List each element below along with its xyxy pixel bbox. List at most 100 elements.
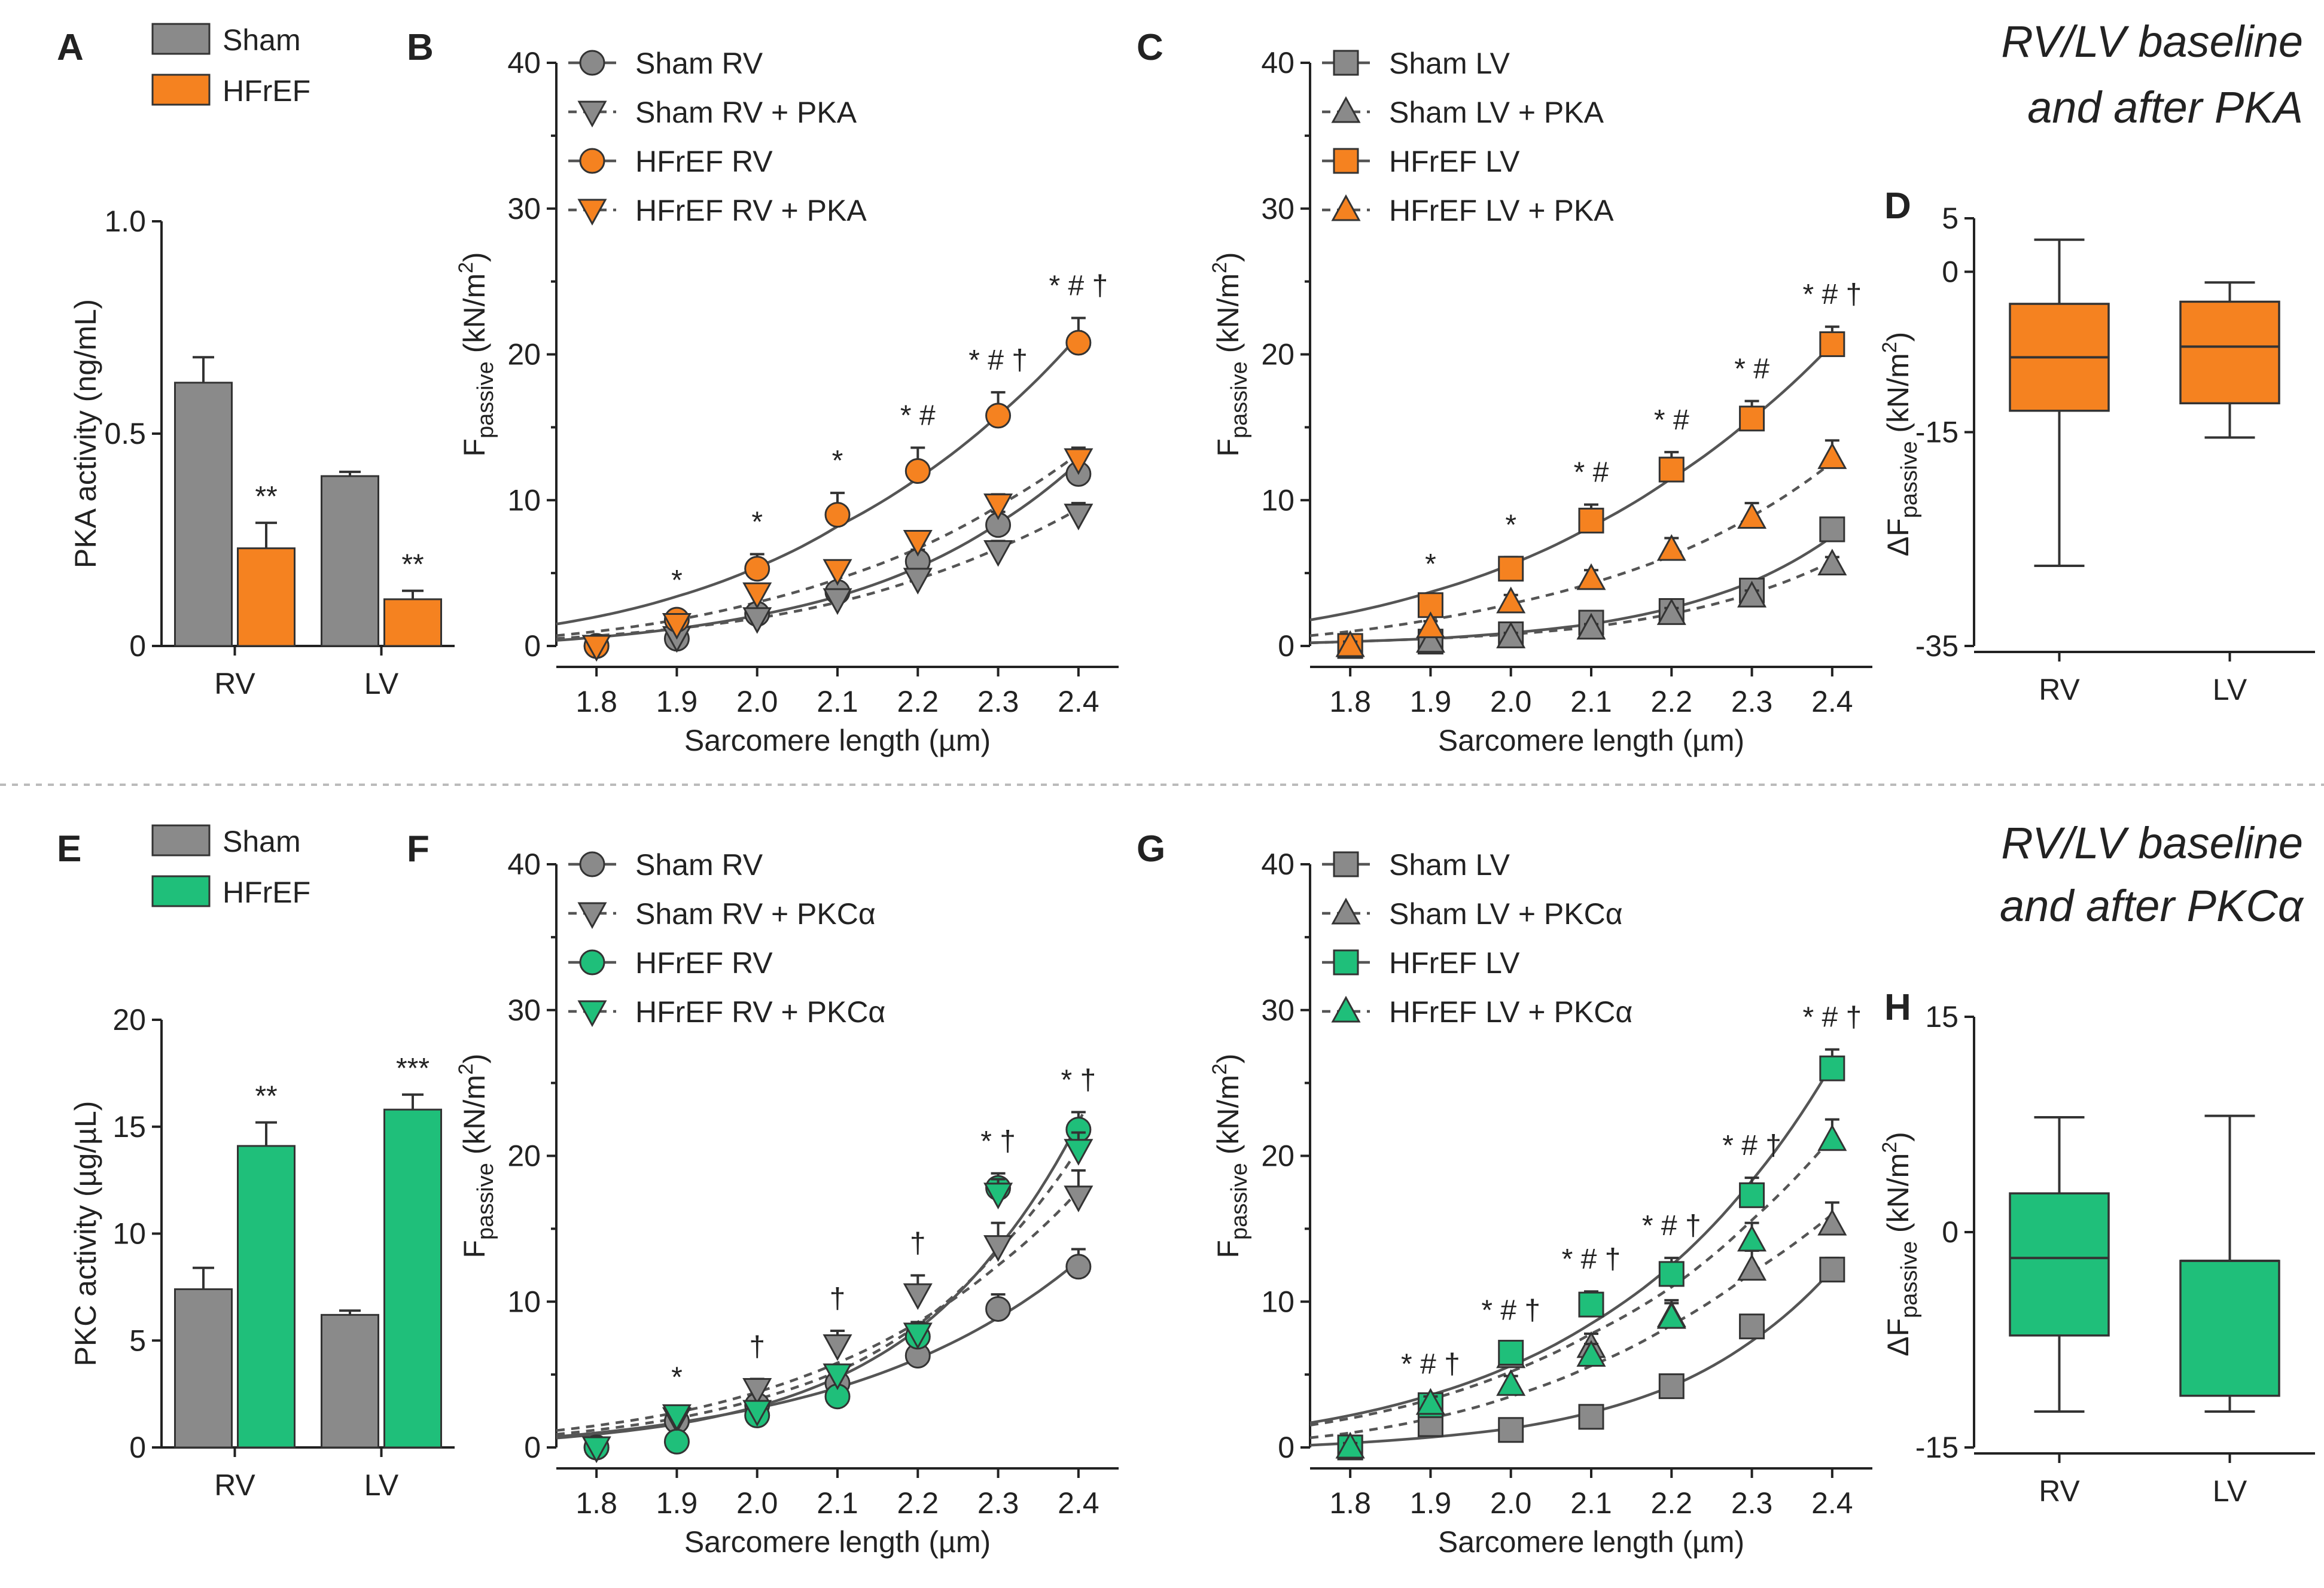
point-HFrEF LV + PKCα-2.1 <box>1576 1340 1606 1367</box>
legend-label-Sham RV + PKA: Sham RV + PKA <box>635 96 857 129</box>
y-axis-label-part: ΔF <box>1881 518 1915 556</box>
panel-label-B: B <box>407 27 434 68</box>
y-axis-label-text: Fpassive (kN/m2) <box>455 1053 498 1258</box>
x-tick-label: 2.4 <box>1058 685 1099 718</box>
legend-marker-HFrEF RV + PKA <box>577 199 607 226</box>
point-HFrEF LV + PKCα-1.9 <box>1415 1388 1445 1415</box>
x-tick-label-LV: LV <box>2213 673 2247 706</box>
point-HFrEF LV + PKA-2.3 <box>1737 502 1767 529</box>
legend-label-HFrEF: HFrEF <box>223 876 310 909</box>
significance-mark: * # <box>1654 404 1689 436</box>
point-Sham LV-2.4 <box>1819 1257 1845 1283</box>
point-HFrEF RV-2 <box>744 556 770 582</box>
x-tick-label: 2.3 <box>1731 1486 1773 1520</box>
legend-label-Sham LV: Sham LV <box>1389 848 1510 882</box>
x-tick-label: 2.4 <box>1811 1486 1853 1520</box>
x-tick-label-RV: RV <box>2039 673 2080 706</box>
point-HFrEF RV + PKA-2.4 <box>1064 448 1094 476</box>
significance-mark: * † <box>1061 1064 1096 1096</box>
legend-marker-HFrEF LV <box>1333 148 1359 174</box>
x-tick-label-LV: LV <box>2213 1474 2247 1508</box>
significance-mark: * # † <box>1049 270 1108 302</box>
x-tick-label-RV: RV <box>214 1468 255 1502</box>
y-tick-label: 0 <box>524 629 541 663</box>
x-tick-label: 2.3 <box>1731 685 1773 718</box>
y-axis-label-part: (kN/m <box>1881 353 1915 441</box>
point-HFrEF RV + PKA-1.9 <box>662 612 692 640</box>
legend-label-HFrEF LV + PKCα: HFrEF LV + PKCα <box>1389 995 1632 1029</box>
point-HFrEF RV-2.1 <box>824 502 851 528</box>
significance-label: ** <box>255 481 277 513</box>
significance-label: *** <box>396 1053 430 1084</box>
y-axis-label-part: ) <box>1211 1053 1245 1063</box>
point-HFrEF RV + PKCα-2.4 <box>1064 1139 1094 1166</box>
significance-mark: * # † <box>1481 1295 1540 1327</box>
y-axis-label-part: ) <box>1211 252 1245 262</box>
panel-B: B 0 10 20 30 40 1.8 1.9 2.0 2.1 2.2 2.3 2.4 Sarcomere… <box>407 27 1119 757</box>
point-HFrEF LV-2 <box>1498 1340 1524 1366</box>
point-HFrEF RV-2.4 <box>1065 330 1092 356</box>
x-tick-label: 2.1 <box>817 685 858 718</box>
y-tick-label: 10 <box>1261 1285 1295 1318</box>
y-axis-label-part: ) <box>458 1053 491 1063</box>
point-HFrEF LV + PKCα-2.2 <box>1656 1302 1686 1329</box>
y-axis-label: Fpassive (kN/m2) <box>455 252 498 456</box>
x-tick-label: 1.8 <box>575 1486 617 1520</box>
legend-label-HFrEF: HFrEF <box>223 74 310 108</box>
point-Sham RV + PKCα-2.2 <box>903 1283 933 1310</box>
panel-label-A: A <box>57 27 84 68</box>
legend-label-Sham RV: Sham RV <box>635 47 763 80</box>
point-HFrEF LV + PKCα-1.8 <box>1335 1431 1365 1459</box>
y-axis-label-part: (kN/m <box>1211 1075 1245 1163</box>
point-Sham RV + PKCα-2.1 <box>823 1334 852 1361</box>
x-tick-label: 2.2 <box>1651 1486 1693 1520</box>
legend-swatch-HFrEF <box>151 875 211 907</box>
panel-label-H: H <box>1884 987 1911 1028</box>
legend-marker-Sham LV + PKA <box>1331 96 1361 123</box>
legend-label-HFrEF LV: HFrEF LV <box>1389 145 1520 178</box>
point-Sham LV + PKA-2.4 <box>1817 548 1847 575</box>
x-tick-label: 1.9 <box>656 685 698 718</box>
x-tick-label: 1.8 <box>1329 1486 1371 1520</box>
x-tick-label-LV: LV <box>364 667 399 700</box>
y-tick-label: -35 <box>1915 629 1959 663</box>
point-Sham LV + PKA-2 <box>1496 621 1526 648</box>
significance-mark: * <box>671 1362 683 1394</box>
point-HFrEF RV + PKCα-1.8 <box>581 1436 611 1464</box>
y-tick-label: 30 <box>507 993 541 1027</box>
point-Sham LV-2 <box>1498 1417 1524 1443</box>
point-HFrEF LV + PKCα-2.3 <box>1737 1224 1767 1252</box>
x-tick-label: 2.2 <box>897 685 939 718</box>
y-axis-label-text: ΔFpassive (kN/m2) <box>1878 332 1922 557</box>
x-tick-label: 2.2 <box>897 1486 939 1520</box>
y-tick-label: 10 <box>1261 483 1295 517</box>
legend-marker-Sham LV + PKCα <box>1331 897 1361 925</box>
significance-mark: * <box>671 565 683 596</box>
y-axis-label-part: passive <box>1897 1241 1922 1318</box>
y-axis-label: ΔFpassive (kN/m2) <box>1878 1132 1922 1357</box>
point-HFrEF RV + PKCα-2.2 <box>903 1322 933 1349</box>
bar-Sham-LV <box>321 475 379 647</box>
y-tick-label: 0 <box>1278 1431 1295 1464</box>
bar-Sham-RV <box>174 382 233 647</box>
significance-mark: * # † <box>1562 1243 1621 1275</box>
y-tick-label: 20 <box>1261 1139 1295 1173</box>
point-HFrEF RV + PKA-2.1 <box>823 559 852 586</box>
significance-mark: * # <box>1574 457 1609 489</box>
x-tick-label: 2.4 <box>1058 1486 1099 1520</box>
legend-marker-Sham RV + PKCα <box>577 902 607 929</box>
legend-marker-HFrEF LV <box>1333 949 1359 976</box>
legend-marker-Sham RV <box>579 50 605 76</box>
y-tick-label: 1.0 <box>104 205 146 238</box>
x-axis-label: Sarcomere length (µm) <box>684 724 991 757</box>
y-axis-label-text: ΔFpassive (kN/m2) <box>1878 1132 1922 1357</box>
point-HFrEF RV + PKA-2.2 <box>903 530 933 557</box>
point-HFrEF RV + PKCα-1.9 <box>662 1404 692 1431</box>
significance-mark: * <box>1505 509 1516 541</box>
legend-marker-HFrEF RV <box>579 148 605 174</box>
legend-swatch-HFrEF <box>151 74 211 106</box>
significance-mark: * # † <box>968 345 1028 376</box>
panel-D: D 5 0 -15 -35 ΔFpassive (kN/m2) RV LV <box>1878 185 2315 706</box>
significance-mark: † <box>910 1227 926 1259</box>
